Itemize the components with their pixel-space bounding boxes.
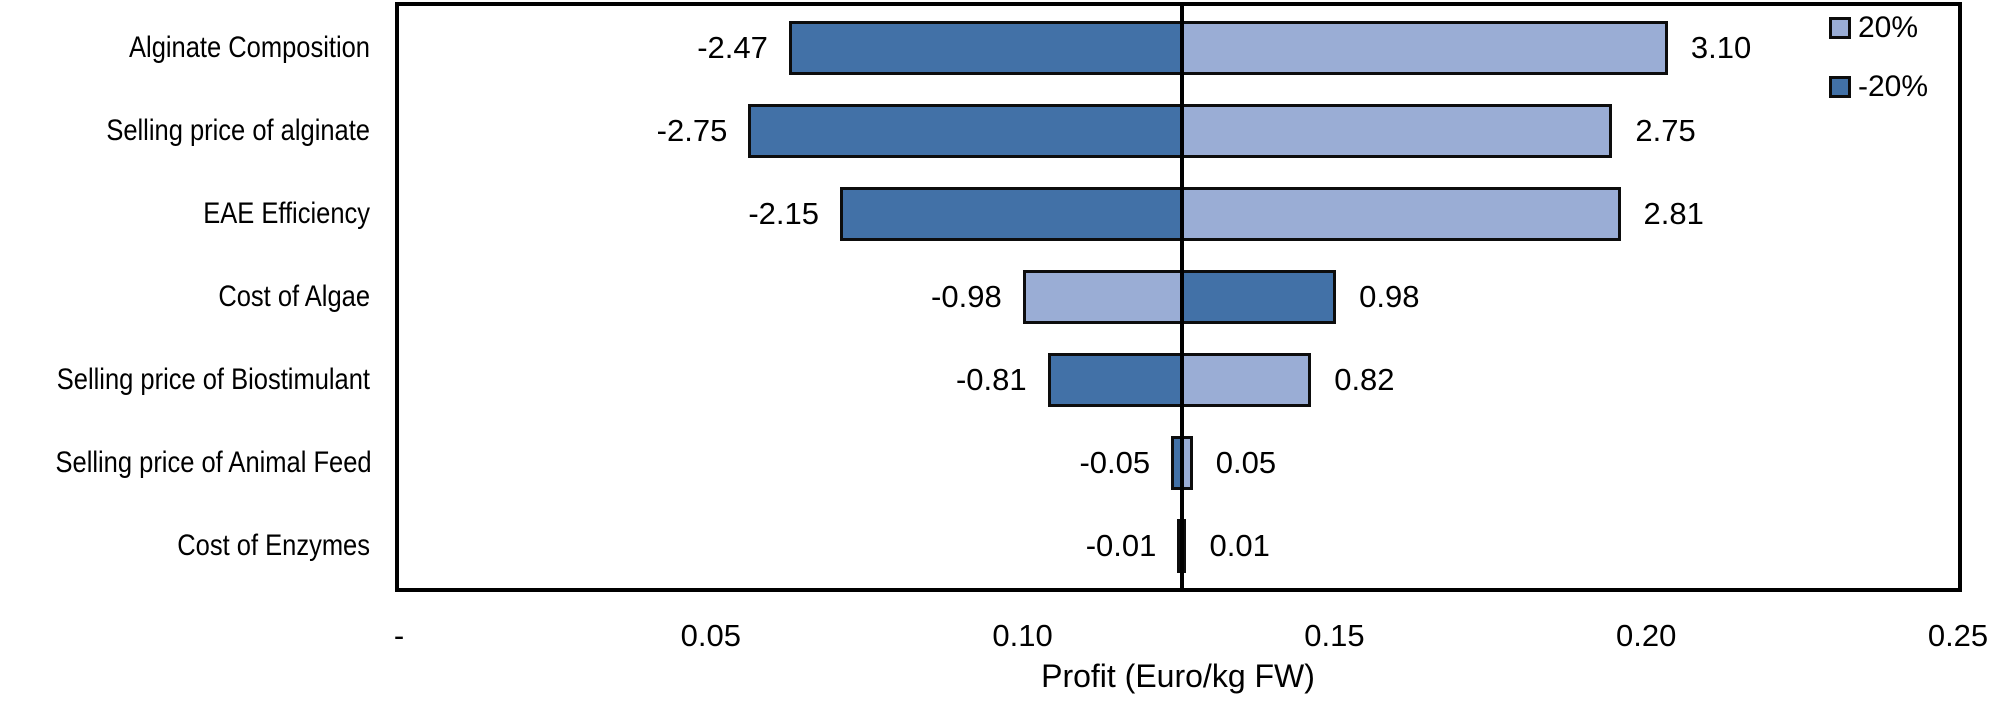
bar-label-high: 0.05 [1215, 445, 1277, 481]
bar-segment-low [751, 106, 1182, 155]
x-axis-title: Profit (Euro/kg FW) [1041, 658, 1315, 694]
x-tick-label: 0.20 [1616, 618, 1677, 653]
tornado-bar [840, 186, 1621, 241]
bar-segment-low [1174, 439, 1182, 488]
legend-label-minus20: -20% [1858, 70, 1929, 103]
bar-label-low: -2.15 [748, 195, 819, 231]
x-tick-label: 0.25 [1927, 618, 1989, 653]
category-label: Cost of Algae [218, 280, 370, 313]
bar-label-high: 0.01 [1209, 528, 1270, 564]
x-tick-label: 0.15 [1304, 618, 1365, 653]
category-label: Selling price of Animal Feed [55, 446, 372, 480]
baseline-line [1179, 6, 1184, 588]
bar-segment-high [1181, 356, 1309, 405]
legend: 20% -20% [1829, 11, 1929, 133]
bar-label-low: -0.98 [931, 279, 1002, 314]
bar-segment-low [1025, 273, 1182, 321]
bar-label-low: -0.05 [1079, 445, 1151, 481]
category-label: Cost of Enzymes [177, 529, 370, 563]
category-label: Selling price of alginate [106, 113, 371, 147]
bar-segment-high [1181, 439, 1190, 488]
bar-label-low: -0.81 [955, 362, 1027, 398]
legend-label-plus20: 20% [1858, 11, 1919, 44]
bar-segment-high [1181, 23, 1665, 72]
legend-entry-plus20: 20% [1829, 11, 1928, 44]
bar-segment-low [791, 23, 1182, 72]
category-label: Alginate Composition [129, 30, 370, 64]
bar-segment-high [1181, 189, 1618, 238]
bar-label-high: 0.98 [1359, 279, 1420, 314]
bar-label-high: 2.81 [1643, 195, 1704, 231]
bar-label-high: 2.75 [1635, 112, 1696, 148]
tornado-bar [1047, 353, 1312, 408]
x-tick-label: 0.05 [680, 618, 741, 653]
category-label: EAE Efficiency [203, 196, 370, 230]
bar-segment-high [1181, 273, 1334, 321]
x-tick-label: - [393, 618, 405, 653]
bar-segment-high [1181, 106, 1610, 155]
bar-segment-low [843, 189, 1182, 238]
tornado-bar [788, 20, 1668, 75]
bar-label-high: 0.82 [1334, 362, 1395, 398]
plot-area: -2.47 3.10 -2.75 2.75 -2.15 2.81 -0.98 0.98 -0.8… [395, 2, 1962, 592]
legend-swatch-plus20-icon [1829, 17, 1851, 39]
bar-segment-low [1050, 356, 1182, 405]
bar-label-low: -2.47 [697, 29, 768, 65]
bar-label-high: 3.10 [1690, 29, 1752, 65]
tornado-bar [1022, 270, 1337, 324]
x-tick-label: 0.10 [992, 618, 1053, 653]
bar-label-low: -2.75 [656, 112, 728, 148]
category-label: Selling price of Biostimulant [56, 363, 370, 397]
bar-label-low: -0.01 [1085, 528, 1157, 564]
legend-entry-minus20: -20% [1829, 70, 1929, 103]
legend-swatch-minus20-icon [1829, 76, 1851, 98]
